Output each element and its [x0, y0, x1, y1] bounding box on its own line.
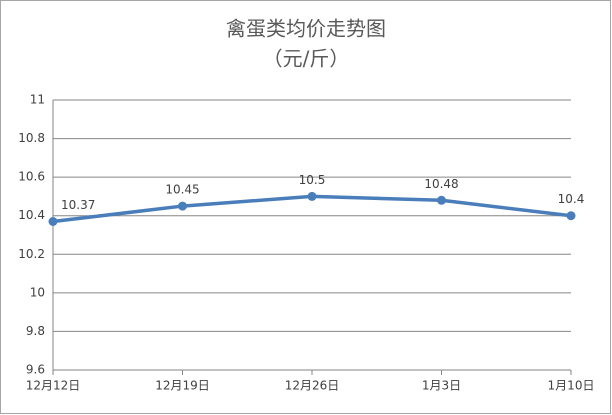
point: [307, 191, 317, 201]
data-label: 10.37: [61, 198, 95, 212]
y-tick-label: 10.8: [18, 131, 45, 145]
y-tick-label: 11: [30, 93, 45, 107]
point: [437, 195, 446, 205]
x-tick-label: 1月10日: [548, 379, 595, 393]
x-tick-label: 12月19日: [155, 379, 210, 393]
data-label: 10.5: [299, 173, 326, 187]
x-tick-label: 12月12日: [26, 379, 81, 393]
y-tick-label: 10.6: [18, 170, 45, 184]
point: [48, 217, 58, 226]
chart-title: 禽蛋类均价走势图: [226, 17, 386, 41]
y-tick-label: 10.4: [18, 208, 45, 222]
data-label: 10.48: [424, 177, 458, 191]
data-label: 10.45: [165, 183, 199, 197]
y-tick-label: 10: [30, 285, 45, 299]
x-tick-label: 1月3日: [422, 379, 461, 393]
chart-subtitle: （元/斤）: [263, 47, 350, 71]
x-tick-label: 12月26日: [285, 379, 340, 393]
y-tick-label: 9.8: [26, 324, 45, 338]
data-label: 10.4: [558, 192, 585, 206]
y-tick-label: 9.6: [26, 363, 45, 377]
y-tick-label: 10.2: [18, 247, 45, 261]
point: [566, 211, 576, 221]
point: [178, 201, 187, 211]
